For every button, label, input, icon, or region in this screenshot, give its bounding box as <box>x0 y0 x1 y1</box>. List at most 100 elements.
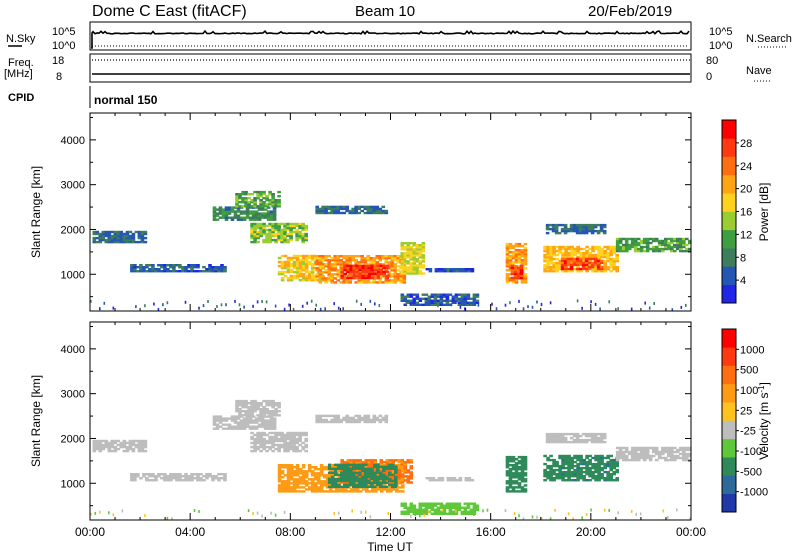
range-time-cell <box>227 427 232 430</box>
range-time-cell <box>385 270 390 274</box>
range-time-cell <box>409 461 414 464</box>
range-time-cell <box>395 490 399 493</box>
range-time-cell <box>597 468 601 472</box>
range-time-cell <box>540 302 543 306</box>
range-time-cell <box>318 271 322 274</box>
range-time-cell <box>367 272 372 276</box>
colorbar-tick-label: 100 <box>740 385 758 397</box>
range-time-cell <box>151 268 155 271</box>
range-time-cell <box>137 232 142 236</box>
range-time-cell <box>333 302 335 306</box>
range-time-cell <box>169 479 173 482</box>
range-time-cell <box>570 270 574 273</box>
colorbar-segment <box>722 365 736 385</box>
range-time-cell <box>609 468 613 472</box>
range-time-cell <box>514 458 519 461</box>
range-time-cell <box>370 276 375 280</box>
range-time-cell <box>304 443 308 447</box>
range-time-cell <box>318 255 322 258</box>
range-time-cell <box>259 449 263 453</box>
range-time-cell <box>609 475 613 478</box>
range-time-cell <box>387 265 392 268</box>
range-time-cell <box>241 197 245 200</box>
range-time-cell <box>673 239 677 243</box>
range-time-cell <box>458 479 463 482</box>
range-time-cell <box>385 471 390 474</box>
range-time-cell <box>421 256 426 259</box>
range-time-cell <box>271 399 275 403</box>
range-time-cell <box>304 476 309 479</box>
range-time-cell <box>244 197 248 200</box>
range-time-cell <box>373 465 377 468</box>
range-time-cell <box>331 474 336 477</box>
range-time-cell <box>254 421 259 424</box>
range-time-cell <box>357 414 361 418</box>
range-time-cell <box>253 433 257 437</box>
range-time-cell <box>519 268 524 272</box>
range-time-cell <box>346 461 350 464</box>
range-time-cell <box>116 236 121 240</box>
range-time-cell <box>363 281 368 284</box>
range-time-cell <box>591 456 595 460</box>
range-time-cell <box>381 205 386 209</box>
range-time-cell <box>354 263 358 266</box>
range-time-cell <box>253 201 257 204</box>
range-time-cell <box>508 265 513 268</box>
range-time-cell <box>257 208 262 211</box>
range-time-cell <box>218 206 223 209</box>
range-time-cell <box>175 477 179 480</box>
range-time-cell <box>576 468 580 472</box>
range-time-cell <box>357 483 362 487</box>
range-time-cell <box>642 237 647 241</box>
range-time-cell <box>301 232 305 236</box>
range-time-cell <box>265 224 269 228</box>
range-time-cell <box>298 222 302 226</box>
range-time-cell <box>508 279 513 282</box>
x-tick-label: 08:00 <box>275 525 305 539</box>
range-time-cell <box>265 412 269 415</box>
colorbar-segment <box>722 211 736 231</box>
range-time-cell <box>579 253 583 257</box>
range-time-cell <box>567 251 571 255</box>
range-time-cell <box>330 211 334 215</box>
range-time-cell <box>572 259 577 263</box>
range-time-cell <box>596 432 601 436</box>
range-time-cell <box>393 255 398 258</box>
range-time-cell <box>573 456 577 460</box>
range-time-cell <box>184 477 188 480</box>
range-time-cell <box>253 449 257 453</box>
range-time-cell <box>406 270 411 273</box>
colorbar-tick-label: 12 <box>740 229 752 241</box>
range-time-cell <box>98 236 103 240</box>
range-time-cell <box>549 268 553 271</box>
range-time-cell <box>508 480 513 483</box>
range-time-cell <box>298 266 303 270</box>
range-time-cell <box>130 479 134 482</box>
range-time-cell <box>563 223 568 227</box>
range-time-cell <box>375 261 380 264</box>
range-time-cell <box>460 299 465 302</box>
range-time-cell <box>336 467 341 470</box>
range-time-cell <box>333 414 337 418</box>
range-time-cell <box>627 245 632 249</box>
range-time-cell <box>615 477 619 480</box>
range-time-cell <box>321 414 325 418</box>
range-time-cell <box>585 460 589 464</box>
range-time-cell <box>371 488 375 491</box>
range-time-cell <box>621 245 626 249</box>
range-time-cell <box>612 473 616 476</box>
range-time-cell <box>606 255 610 259</box>
range-time-cell <box>301 254 306 258</box>
range-time-cell <box>307 274 312 278</box>
range-time-cell <box>289 230 293 234</box>
range-time-cell <box>636 456 641 460</box>
range-time-cell <box>274 443 278 447</box>
range-time-cell <box>357 463 362 466</box>
range-time-cell <box>220 473 224 476</box>
range-time-cell <box>367 268 372 272</box>
range-time-cell <box>388 475 393 478</box>
range-time-cell <box>280 279 285 282</box>
range-time-cell <box>599 223 604 227</box>
range-time-cell <box>130 477 134 480</box>
range-time-cell <box>215 419 220 422</box>
